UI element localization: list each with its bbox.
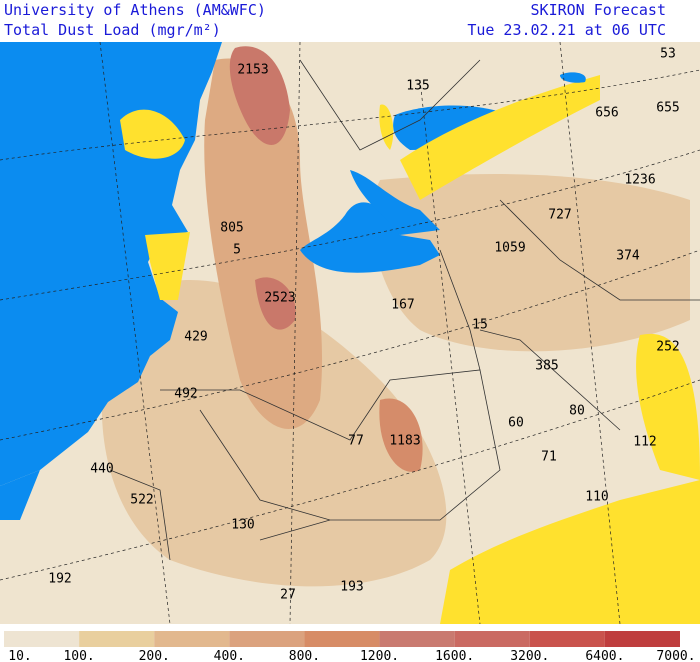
dust-free [400, 75, 600, 200]
colorbar-swatch [604, 631, 680, 647]
colorbar-label: 800. [289, 649, 320, 662]
colorbar-swatch [229, 631, 305, 647]
map-label: 656 [595, 106, 618, 121]
dust-free [145, 232, 190, 300]
map-label: 1059 [494, 241, 525, 256]
colorbar-label: 6400. [585, 649, 624, 662]
dust-plume [204, 58, 323, 429]
graticule [0, 41, 700, 625]
map-label: 440 [90, 462, 113, 477]
map-label: 374 [616, 249, 640, 264]
map-label: 727 [548, 208, 571, 223]
colorbar-label: 1200. [360, 649, 399, 662]
map-label: 522 [130, 493, 153, 508]
dust-core [229, 46, 290, 145]
ocean [0, 470, 40, 520]
map-label: 53 [660, 47, 676, 62]
dust-area [101, 279, 447, 587]
colorbar-label: 100. [63, 649, 94, 662]
sea [350, 170, 440, 235]
map-label: 77 [348, 434, 364, 449]
map-label: 805 [220, 221, 243, 236]
colorbar: 10. 100. 200. 400. 800. 1200. 1600. 3200. 6400. 7… [4, 631, 696, 662]
dust-free [636, 333, 700, 480]
colorbar-label: 10. [8, 649, 31, 662]
map-label: 192 [48, 572, 71, 587]
map-label: 1236 [624, 173, 655, 188]
borders [109, 59, 700, 561]
header-text: Tue 23.02.21 at 06 UTC [467, 21, 666, 39]
map-label: 71 [541, 450, 557, 465]
colorbar-label: 3200. [510, 649, 549, 662]
map-label: 2153 [237, 63, 268, 78]
map-label: 135 [406, 79, 429, 94]
map-label: 27 [280, 588, 296, 603]
colorbar-swatch [304, 631, 380, 647]
colorbar-swatch [79, 631, 155, 647]
map-label: 130 [231, 518, 254, 533]
map [0, 41, 700, 625]
colorbar-swatch [529, 631, 605, 647]
map-label: 167 [391, 298, 414, 313]
map-label: 193 [340, 580, 363, 595]
dust-core [379, 398, 423, 472]
map-label: 252 [656, 340, 679, 355]
map-label: 1183 [389, 434, 420, 449]
colorbar-swatch [379, 631, 455, 647]
map-labels: 2153 135 53 656 655 1236 727 805 1059 374 5 2523 167… [48, 47, 679, 603]
colorbar-label: 7000. [656, 649, 695, 662]
colorbar-swatch [454, 631, 530, 647]
sea [300, 202, 440, 273]
colorbar-label: 400. [214, 649, 245, 662]
colorbar-swatch [4, 631, 80, 647]
header-text: Total Dust Load (mgr/m²) [4, 21, 221, 39]
colorbar-label: 1600. [435, 649, 474, 662]
map-label: 112 [633, 435, 656, 450]
map-label: 429 [184, 330, 207, 345]
dust-free [440, 480, 700, 624]
map-label: 110 [585, 490, 608, 505]
map-label: 385 [535, 359, 558, 374]
dust-area [372, 174, 690, 352]
map-label: 5 [233, 243, 241, 258]
dust-core [255, 277, 296, 330]
map-label: 15 [472, 318, 488, 333]
colorbar-swatch [154, 631, 230, 647]
map-label: 60 [508, 416, 524, 431]
colorbar-label: 200. [139, 649, 170, 662]
map-label: 655 [656, 101, 679, 116]
dust-free [120, 109, 185, 159]
map-label: 2523 [264, 291, 295, 306]
map-label: 492 [174, 387, 197, 402]
header-text: University of Athens (AM&WFC) [4, 1, 266, 19]
sea [560, 72, 586, 83]
header-bg [0, 0, 700, 42]
header-text: SKIRON Forecast [531, 1, 666, 19]
map-label: 80 [569, 404, 585, 419]
